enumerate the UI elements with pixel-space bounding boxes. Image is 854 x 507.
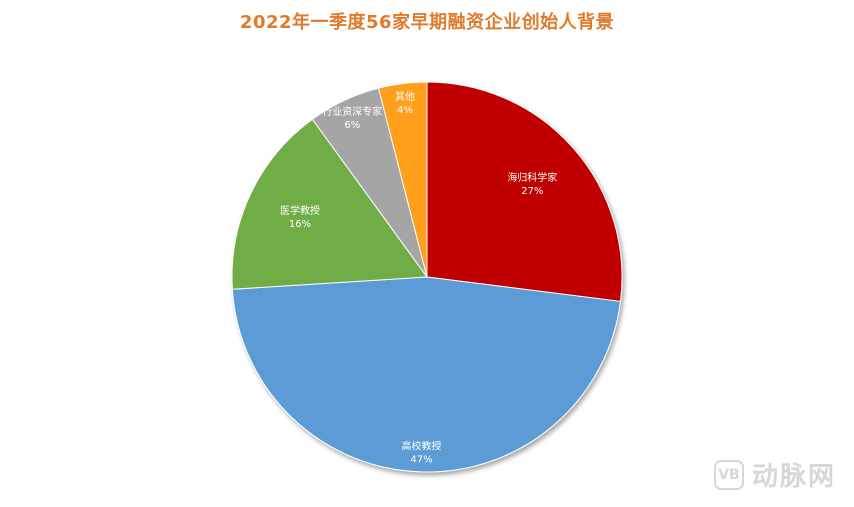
watermark: VB 动脉网	[713, 456, 836, 493]
chart-title: 2022年一季度56家早期融资企业创始人背景	[239, 12, 615, 33]
slice-percent-label-3: 6%	[344, 120, 360, 131]
pie-slice-1	[231, 276, 622, 473]
slice-category-label-3: 行业资深专家	[322, 105, 382, 118]
slice-category-label-1: 高校教授	[401, 439, 441, 452]
watermark-logo: VB	[713, 459, 744, 490]
slice-percent-label-4: 4%	[397, 105, 413, 116]
pie-labels-group: 海归科学家 27% 高校教授 47% 医学教授 16% 行业资深专家 6% 其他 4%	[280, 90, 557, 466]
slice-category-label-0: 海归科学家	[507, 171, 557, 184]
watermark-text: 动脉网	[751, 462, 836, 492]
pie-slice-4	[377, 81, 428, 278]
slice-percent-label-2: 16%	[289, 219, 311, 230]
slice-percent-label-1: 47%	[410, 454, 432, 465]
slice-category-label-4: 其他	[395, 90, 415, 103]
pie-slice-0	[426, 81, 623, 302]
slice-category-label-2: 医学教授	[280, 204, 320, 217]
pie-slice-2	[231, 118, 428, 290]
pie-slices-group	[231, 81, 623, 473]
slice-percent-label-0: 27%	[521, 186, 543, 197]
